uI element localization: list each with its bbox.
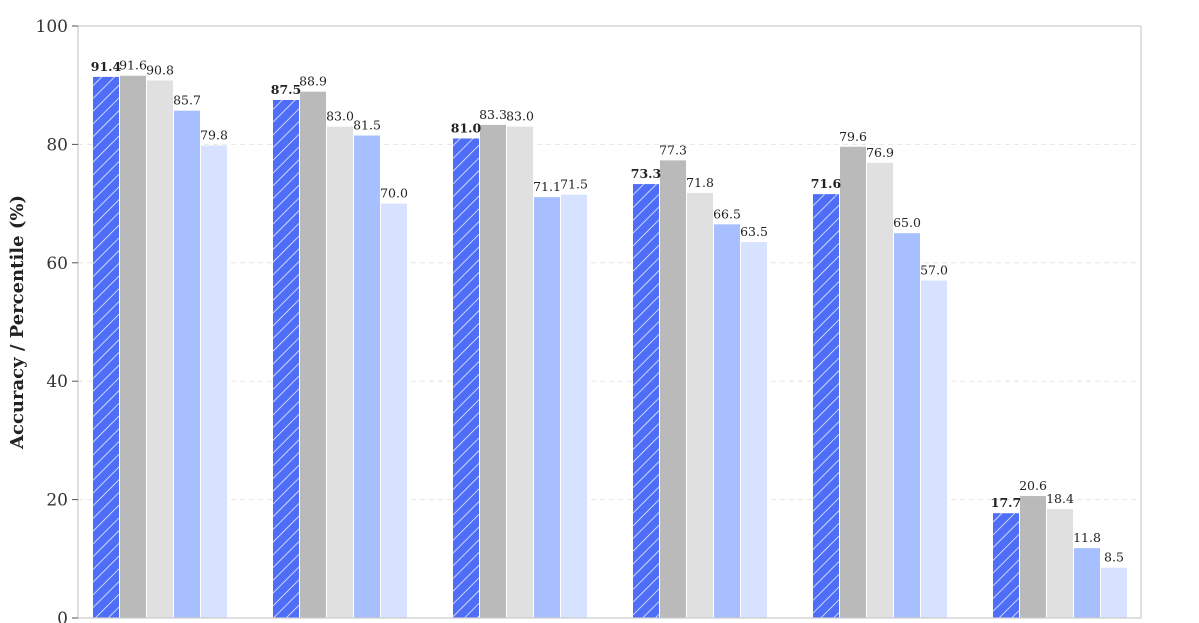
y-axis-title: Accuracy / Percentile (%) <box>7 195 28 450</box>
data-label: 66.5 <box>713 206 741 221</box>
y-tick-label: 60 <box>46 254 68 274</box>
data-label: 81.5 <box>353 118 381 133</box>
data-label: 17.7 <box>991 495 1021 510</box>
y-tick-label: 0 <box>57 609 68 623</box>
data-label: 70.0 <box>380 186 408 201</box>
bar <box>561 194 587 618</box>
bar <box>201 145 227 619</box>
plot-frame <box>77 25 1142 619</box>
bar <box>714 224 740 618</box>
bars <box>93 75 1127 619</box>
bar-hatch <box>93 76 119 619</box>
y-axis-ticks: 0 20 40 60 80 100 <box>36 17 78 623</box>
data-label: 81.0 <box>451 120 482 135</box>
bar <box>174 110 200 618</box>
data-label: 8.5 <box>1104 550 1124 565</box>
bar <box>480 124 506 618</box>
bar <box>840 146 866 618</box>
bar-hatch <box>453 138 479 619</box>
bar <box>921 280 947 618</box>
grid-lines <box>78 143 1141 501</box>
y-tick-label: 40 <box>46 372 68 392</box>
y-tick-label: 20 <box>46 491 68 511</box>
data-label: 79.8 <box>200 128 228 143</box>
bar <box>687 192 713 618</box>
y-tick-label: 80 <box>46 135 68 155</box>
data-label: 71.8 <box>686 175 714 190</box>
data-label: 91.6 <box>119 58 147 73</box>
bar <box>534 197 560 618</box>
bar <box>507 126 533 618</box>
data-label: 18.4 <box>1046 491 1074 506</box>
bar <box>1101 567 1127 618</box>
data-label: 71.1 <box>533 179 561 194</box>
data-label: 90.8 <box>146 62 174 77</box>
bar <box>120 75 146 618</box>
bar-hatch <box>273 100 299 618</box>
data-label: 83.0 <box>506 109 534 124</box>
bar <box>741 242 767 618</box>
bar <box>660 160 686 618</box>
data-label: 76.9 <box>866 145 894 160</box>
data-label: 85.7 <box>173 93 201 108</box>
data-label: 87.5 <box>271 82 301 97</box>
bar <box>1020 496 1046 618</box>
data-label: 65.0 <box>893 215 921 230</box>
data-label: 77.3 <box>659 142 687 157</box>
data-label: 63.5 <box>740 224 768 239</box>
data-label: 57.0 <box>920 263 948 278</box>
data-labels: 91.4 87.5 81.0 73.3 71.6 17.7 91.6 88.9 83.3 77.3… <box>91 58 1124 565</box>
bar <box>300 91 326 619</box>
bar <box>381 203 407 618</box>
bar-hatch <box>993 513 1019 618</box>
bar <box>1074 548 1100 618</box>
bar <box>147 80 173 619</box>
data-label: 79.6 <box>839 129 867 144</box>
data-label: 11.8 <box>1073 530 1101 545</box>
data-label: 91.4 <box>91 59 122 74</box>
bar <box>327 126 353 618</box>
data-label: 71.5 <box>560 177 588 192</box>
data-label: 88.9 <box>299 74 327 89</box>
bar <box>354 135 380 618</box>
bar-hatch <box>633 184 659 618</box>
data-label: 83.0 <box>326 109 354 124</box>
data-label: 83.3 <box>479 107 507 122</box>
data-label: 71.6 <box>811 176 842 191</box>
bar <box>867 162 893 618</box>
bar <box>894 233 920 618</box>
bar <box>1047 509 1073 618</box>
data-label: 73.3 <box>631 166 661 181</box>
data-label: 20.6 <box>1019 478 1047 493</box>
bar-hatch <box>813 194 839 619</box>
y-tick-label: 100 <box>36 17 68 37</box>
